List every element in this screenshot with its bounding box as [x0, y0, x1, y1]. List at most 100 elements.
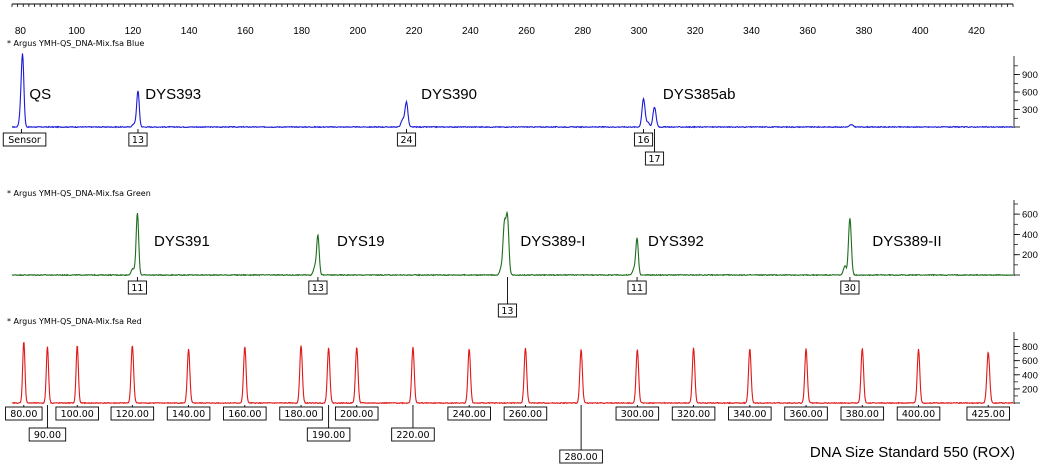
allele-box	[223, 406, 267, 421]
x-tick-label: 240	[462, 26, 479, 37]
allele-box	[728, 406, 772, 421]
allele-box	[334, 406, 379, 421]
allele-box	[55, 406, 99, 421]
allele-box	[896, 406, 941, 421]
allele-box-label: 160.00	[228, 409, 261, 420]
y-tick-label: 300	[1022, 105, 1038, 116]
allele-box-label: 120.00	[116, 409, 149, 420]
panels: * Argus YMH-QS_DNA-Mix.fsa Blue 300 600 900…	[2, 39, 1038, 464]
y-tick-label: 900	[1022, 70, 1038, 81]
peak-label: DYS19	[337, 233, 385, 250]
allele-box	[391, 427, 435, 442]
y-axis: 300 600 900	[1013, 56, 1038, 128]
allele-box	[503, 406, 548, 421]
y-tick-label: 200	[1022, 250, 1038, 261]
x-tick-label: 360	[799, 26, 816, 37]
panel-2: * Argus YMH-QS_DNA-Mix.fsa Green 200 400 60…	[7, 189, 1038, 318]
allele-box-label: 24	[400, 135, 412, 146]
allele-box-label: 90.00	[34, 430, 61, 441]
allele-box-label: 13	[132, 135, 144, 146]
y-tick-label: 600	[1022, 356, 1038, 367]
peak-label: DYS392	[648, 233, 704, 250]
allele-box	[559, 449, 603, 464]
allele-box	[840, 406, 885, 421]
peak-label: DYS391	[154, 233, 210, 250]
y-tick-label: 400	[1022, 230, 1038, 241]
panel-header: * Argus YMH-QS_DNA-Mix.fsa Green	[7, 189, 151, 198]
peak-label: QS	[29, 86, 51, 103]
allele-box-label: 11	[131, 283, 143, 294]
x-tick-label: 320	[687, 26, 704, 37]
peak-label: DYS390	[421, 86, 477, 103]
allele-box-label: 360.00	[789, 409, 822, 420]
allele-box	[28, 427, 67, 442]
allele-box-label: 11	[631, 283, 643, 294]
allele-box-label: 425.00	[972, 409, 1005, 420]
allele-box	[840, 280, 860, 295]
allele-box	[5, 406, 43, 421]
x-tick-label: 200	[350, 26, 367, 37]
x-tick-label: 180	[293, 26, 310, 37]
x-axis: 80 100 120 140 160 180 200 220 240 260 280 300 320 34…	[11, 3, 1014, 37]
allele-box	[110, 406, 155, 421]
allele-box	[497, 303, 517, 318]
allele-box-label: 13	[312, 283, 324, 294]
x-tick-label: 300	[631, 26, 648, 37]
allele-box	[306, 427, 351, 442]
size-standard-note: DNA Size Standard 550 (ROX)	[810, 444, 1015, 461]
trace-line	[11, 210, 1014, 277]
panel-1: * Argus YMH-QS_DNA-Mix.fsa Blue 300 600 900…	[2, 39, 1038, 166]
panel-header: * Argus YMH-QS_DNA-Mix.fsa Blue	[7, 39, 144, 48]
y-tick-label: 400	[1022, 370, 1038, 381]
y-axis: 200 400 600 800	[1013, 332, 1038, 404]
allele-box-label: 220.00	[396, 430, 429, 441]
peak-label: DYS385ab	[663, 86, 736, 103]
y-tick-label: 600	[1022, 88, 1038, 99]
x-tick-label: 80	[15, 26, 27, 37]
x-tick-label: 420	[968, 26, 985, 37]
peak-label: DYS389-I	[520, 233, 585, 250]
panel-header: * Argus YMH-QS_DNA-Mix.fsa Red	[7, 317, 142, 326]
trace-line	[11, 341, 1014, 405]
allele-box-label: 260.00	[509, 409, 542, 420]
allele-box	[127, 280, 147, 295]
allele-box	[633, 132, 654, 147]
y-tick-label: 600	[1022, 210, 1038, 221]
allele-box-label: 400.00	[902, 409, 935, 420]
trace-line	[12, 53, 1014, 129]
peak-label: DYS393	[145, 86, 201, 103]
y-tick-label: 200	[1022, 384, 1038, 395]
x-tick-label: 280	[574, 26, 591, 37]
allele-box-label: 80.00	[10, 409, 37, 420]
x-tick-label: 220	[406, 26, 423, 37]
allele-box-label: 180.00	[284, 409, 317, 420]
allele-box-label: 17	[648, 154, 660, 165]
allele-box-label: 13	[501, 306, 513, 317]
x-tick-label: 120	[125, 26, 142, 37]
allele-box	[166, 406, 211, 421]
allele-box-label: 380.00	[846, 409, 879, 420]
allele-box-label: 280.00	[564, 452, 597, 463]
allele-box	[627, 280, 647, 295]
allele-box-label: Sensor	[8, 135, 41, 146]
allele-box	[2, 132, 47, 147]
allele-box-label: 200.00	[340, 409, 373, 420]
allele-box	[784, 406, 828, 421]
allele-box	[279, 406, 323, 421]
allele-box-label: 140.00	[172, 409, 205, 420]
allele-box	[447, 406, 491, 421]
y-axis: 200 400 600	[1013, 200, 1038, 276]
allele-box	[615, 406, 660, 421]
allele-box-label: 30	[844, 283, 856, 294]
x-tick-label: 340	[743, 26, 760, 37]
allele-box-label: 240.00	[453, 409, 486, 420]
allele-box-label: 320.00	[677, 409, 710, 420]
x-tick-label: 260	[518, 26, 535, 37]
panel-3: * Argus YMH-QS_DNA-Mix.fsa Red 200 400 600 8…	[5, 317, 1038, 464]
x-tick-label: 380	[856, 26, 873, 37]
x-tick-label: 100	[68, 26, 85, 37]
allele-box-label: 16	[637, 135, 649, 146]
allele-box-label: 300.00	[621, 409, 654, 420]
x-tick-label: 400	[912, 26, 929, 37]
peak-label: DYS389-II	[872, 233, 941, 250]
